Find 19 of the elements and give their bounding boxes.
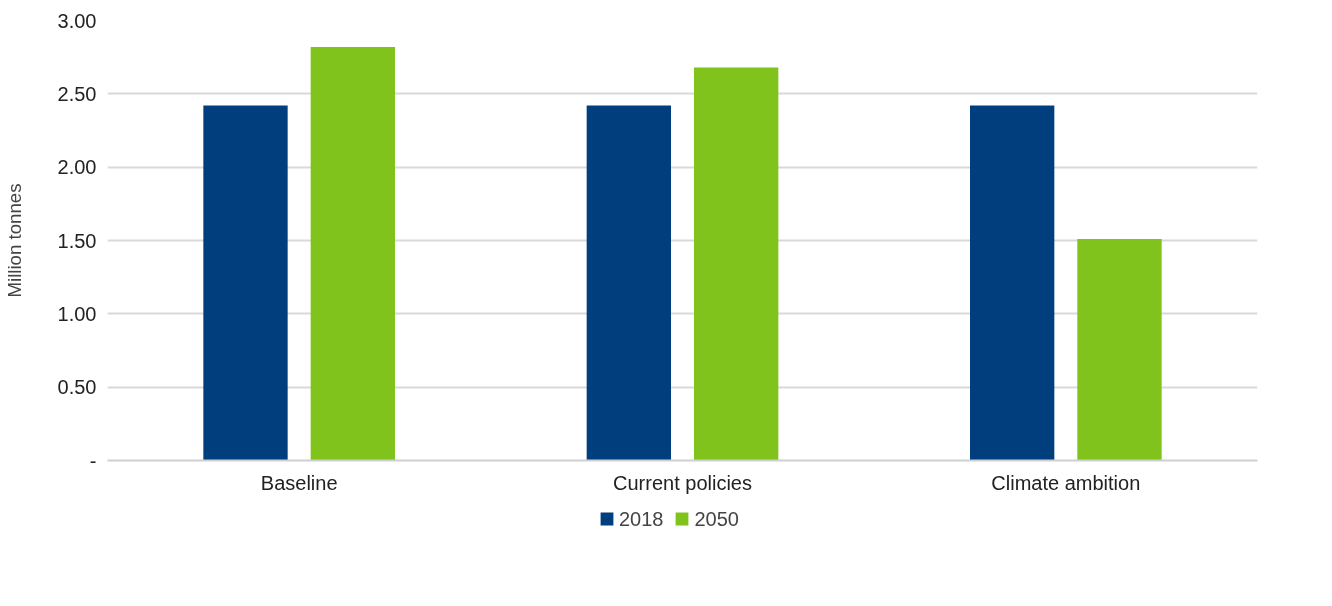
y-axis-title: Million tonnes: [3, 183, 25, 298]
bar: [970, 105, 1055, 461]
legend-label: 2018: [619, 507, 664, 530]
bar: [1077, 239, 1162, 461]
y-tick-label: 2.50: [57, 82, 97, 105]
bar: [310, 46, 395, 461]
x-tick-label: Baseline: [260, 471, 338, 494]
x-tick-label: Climate ambition: [991, 471, 1141, 494]
bar: [203, 105, 288, 461]
bar: [586, 105, 671, 461]
y-tick-label: 0.50: [57, 376, 97, 399]
y-tick-label: 3.00: [57, 9, 97, 32]
x-tick-label: Current policies: [613, 471, 752, 494]
y-tick-label: 1.50: [57, 229, 97, 252]
y-tick-label: -: [89, 449, 97, 472]
y-tick-label: 2.00: [57, 156, 97, 179]
legend-label: 2050: [694, 507, 739, 530]
bar: [694, 67, 779, 461]
y-tick-label: 1.00: [57, 302, 97, 325]
